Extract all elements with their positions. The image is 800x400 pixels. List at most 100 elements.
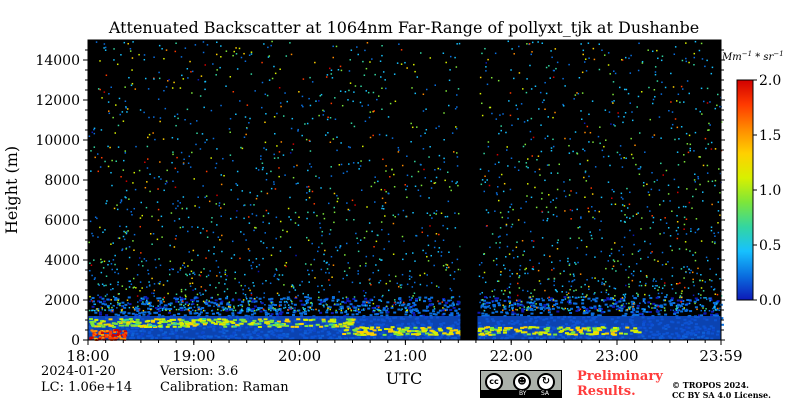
noise-point bbox=[512, 249, 514, 252]
noise-point bbox=[706, 164, 709, 167]
noise-point bbox=[652, 280, 655, 282]
aerosol-cell bbox=[204, 321, 209, 324]
aerosol-cell bbox=[94, 325, 99, 328]
noise-point bbox=[491, 301, 494, 303]
noise-point bbox=[248, 222, 251, 224]
noise-point bbox=[205, 299, 208, 302]
noise-point bbox=[177, 200, 179, 202]
noise-point bbox=[292, 307, 294, 310]
noise-point bbox=[177, 271, 179, 273]
aerosol-cell bbox=[315, 323, 320, 326]
heatmap-cell bbox=[101, 297, 105, 300]
noise-point bbox=[708, 129, 710, 131]
noise-point bbox=[223, 308, 226, 310]
noise-point bbox=[308, 97, 310, 100]
noise-point bbox=[387, 116, 390, 118]
aerosol-cell bbox=[257, 322, 262, 325]
noise-point bbox=[363, 295, 366, 297]
noise-point bbox=[187, 77, 189, 79]
noise-point bbox=[637, 167, 640, 170]
heatmap-cell bbox=[340, 307, 344, 310]
heatmap-cell bbox=[157, 310, 161, 313]
noise-point bbox=[180, 151, 183, 154]
aerosol-cell bbox=[491, 328, 496, 331]
noise-point bbox=[197, 196, 199, 198]
noise-point bbox=[200, 294, 202, 296]
noise-point bbox=[211, 309, 214, 312]
noise-point bbox=[425, 252, 427, 254]
aerosol-cell bbox=[308, 319, 313, 322]
heatmap-cell bbox=[188, 310, 192, 313]
aerosol-cell bbox=[332, 320, 337, 323]
noise-point bbox=[306, 186, 308, 188]
aerosol-cell bbox=[587, 329, 592, 332]
noise-point bbox=[700, 287, 703, 289]
noise-point bbox=[430, 187, 433, 189]
noise-point bbox=[479, 301, 481, 304]
noise-point bbox=[660, 93, 663, 95]
noise-point bbox=[224, 307, 227, 309]
noise-point bbox=[325, 271, 327, 274]
noise-point bbox=[489, 106, 492, 109]
heatmap-cell bbox=[409, 305, 413, 308]
noise-point bbox=[630, 54, 632, 57]
heatmap-cell bbox=[700, 314, 704, 317]
noise-point bbox=[364, 49, 366, 52]
noise-point bbox=[353, 309, 355, 312]
noise-point bbox=[175, 42, 177, 45]
heatmap-cell bbox=[292, 313, 296, 316]
noise-point bbox=[504, 289, 506, 292]
noise-point bbox=[372, 255, 375, 257]
noise-point bbox=[243, 217, 245, 220]
noise-point bbox=[355, 232, 357, 235]
noise-point bbox=[362, 145, 364, 148]
heatmap-cell bbox=[669, 304, 673, 307]
noise-point bbox=[406, 174, 409, 177]
noise-point bbox=[357, 53, 359, 56]
heatmap-cell bbox=[207, 301, 211, 304]
heatmap-cell bbox=[532, 304, 536, 307]
noise-point bbox=[379, 60, 382, 62]
noise-point bbox=[676, 220, 679, 223]
heatmap-cell bbox=[429, 312, 433, 315]
noise-point bbox=[226, 308, 228, 310]
noise-point bbox=[659, 233, 661, 235]
noise-point bbox=[416, 76, 419, 78]
noise-point bbox=[181, 300, 184, 302]
noise-point bbox=[393, 186, 396, 188]
noise-point bbox=[307, 239, 310, 242]
noise-point bbox=[605, 291, 607, 294]
noise-point bbox=[382, 71, 385, 73]
noise-point bbox=[251, 267, 253, 270]
noise-point bbox=[394, 301, 396, 303]
noise-point bbox=[551, 244, 554, 247]
noise-point bbox=[114, 132, 117, 134]
noise-point bbox=[100, 258, 102, 261]
noise-point bbox=[509, 275, 511, 278]
heatmap-cell bbox=[246, 307, 250, 310]
noise-point bbox=[371, 58, 373, 60]
noise-point bbox=[162, 307, 164, 310]
noise-point bbox=[245, 133, 247, 136]
noise-point bbox=[585, 309, 588, 312]
aerosol-cell bbox=[171, 318, 176, 321]
noise-point bbox=[362, 308, 365, 310]
noise-point bbox=[548, 65, 550, 67]
noise-point bbox=[488, 184, 491, 187]
noise-point bbox=[286, 297, 288, 300]
noise-point bbox=[544, 179, 546, 182]
aerosol-cell bbox=[211, 321, 216, 324]
noise-point bbox=[375, 308, 378, 311]
noise-point bbox=[569, 309, 571, 311]
noise-point bbox=[308, 190, 311, 193]
noise-point bbox=[106, 293, 108, 296]
noise-point bbox=[305, 302, 308, 305]
noise-point bbox=[199, 232, 202, 234]
aerosol-cell bbox=[413, 326, 418, 329]
strong-signal-cell bbox=[94, 330, 98, 333]
noise-point bbox=[576, 153, 579, 155]
noise-point bbox=[229, 154, 232, 156]
heatmap-cell bbox=[239, 303, 243, 306]
noise-point bbox=[538, 108, 540, 110]
heatmap-cell bbox=[302, 311, 306, 314]
